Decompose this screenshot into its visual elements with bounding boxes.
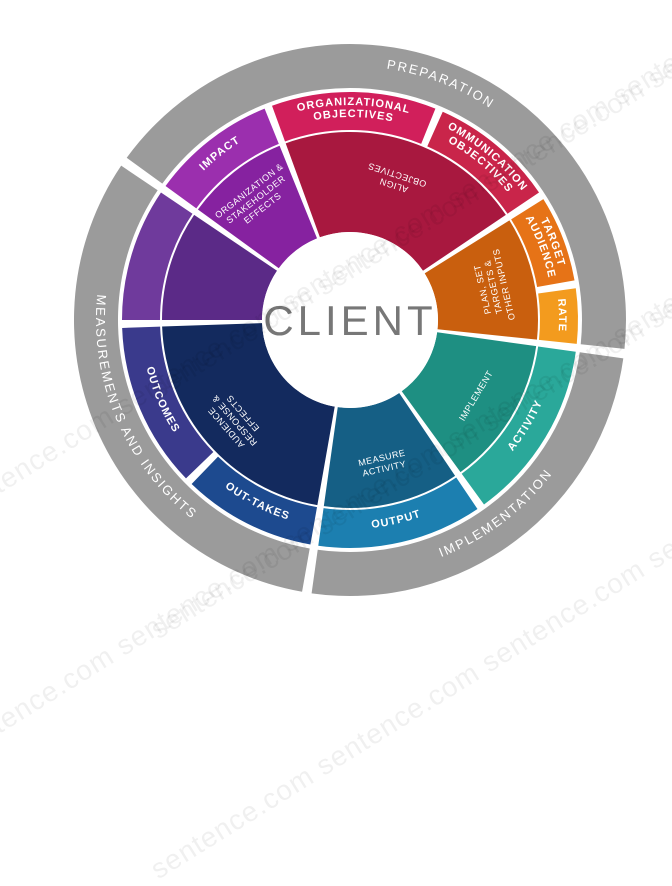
center-label: CLIENT — [263, 297, 436, 344]
wheel-diagram: PREPARATIONIMPLEMENTATIONMEASUREMENTS AN… — [70, 40, 630, 600]
wheel-svg: PREPARATIONIMPLEMENTATIONMEASUREMENTS AN… — [70, 40, 630, 600]
